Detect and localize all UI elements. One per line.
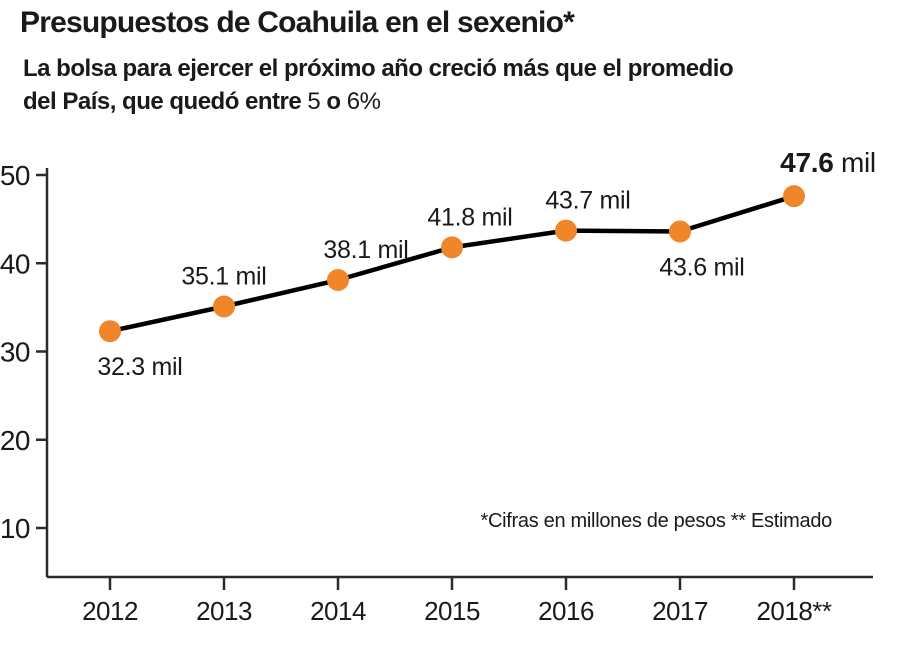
subtitle-line-2: del País, que quedó entre 5 o 6% — [23, 88, 381, 115]
data-point — [99, 320, 121, 343]
y-tick-label: 50 — [0, 160, 30, 191]
data-point-label: 35.1 mil — [181, 262, 266, 290]
data-point — [555, 219, 577, 242]
subtitle-line-1: La bolsa para ejercer el próximo año cre… — [23, 55, 734, 82]
data-point — [669, 220, 691, 243]
data-point-label: 43.6 mil — [659, 253, 744, 281]
x-tick-label: 2018** — [756, 596, 831, 626]
data-point — [441, 236, 463, 259]
data-point-label: 41.8 mil — [427, 203, 512, 231]
data-point — [783, 185, 805, 208]
data-point — [327, 269, 349, 292]
budget-line-chart: 10 20 30 40 50 2012 2013 2014 2015 2016 2017 2018**… — [0, 147, 876, 626]
data-point-label: 32.3 mil — [97, 353, 182, 381]
chart-title: Presupuestos de Coahuila en el sexenio* — [20, 6, 575, 39]
subtitle-conjunction: o — [320, 88, 347, 115]
data-point-label: 38.1 mil — [323, 236, 408, 264]
y-tick-label: 10 — [0, 513, 30, 544]
x-tick-label: 2012 — [82, 596, 138, 626]
subtitle-percent-low: 5 — [307, 88, 321, 115]
subtitle-line-2-text: del País, que quedó entre — [23, 88, 308, 115]
chart-footnote: *Cifras en millones de pesos ** Estimado — [480, 510, 832, 532]
subtitle-percent-high: 6% — [346, 88, 381, 115]
y-tick-label: 20 — [0, 425, 30, 456]
x-tick-label: 2016 — [538, 596, 594, 626]
x-tick-label: 2013 — [196, 596, 252, 626]
x-tick-label: 2015 — [424, 596, 480, 626]
chart-subtitle: La bolsa para ejercer el próximo año cre… — [23, 52, 734, 118]
x-tick-label: 2017 — [652, 596, 708, 626]
data-point-label: 47.6 mil — [780, 147, 876, 178]
x-tick-label: 2014 — [310, 596, 366, 626]
y-tick-label: 30 — [0, 337, 30, 368]
y-tick-label: 40 — [0, 248, 30, 279]
data-point — [213, 295, 235, 318]
data-point-label: 43.7 mil — [545, 187, 630, 215]
